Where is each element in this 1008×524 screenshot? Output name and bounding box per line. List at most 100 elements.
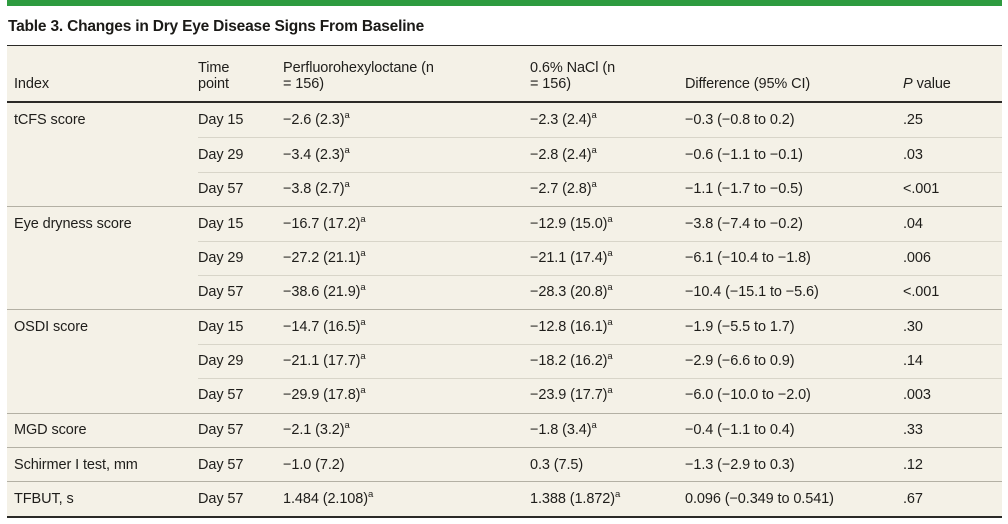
footnote-marker: a — [591, 420, 597, 432]
table-row: Eye dryness score Day 15 −16.7 (17.2)a −… — [7, 206, 1002, 240]
value-text: −2.7 (2.8) — [530, 180, 592, 197]
value-text: −18.2 (16.2) — [530, 352, 608, 369]
footnote-marker: a — [607, 214, 613, 226]
pfh-value-cell: −14.7 (16.5)a — [283, 317, 530, 336]
value-text: −3.8 (2.7) — [283, 180, 345, 197]
value-text: −2.1 (3.2) — [283, 422, 345, 439]
difference-cell: −0.6 (−1.1 to −0.1) — [685, 146, 803, 163]
value-text: −28.3 (20.8) — [530, 284, 608, 301]
table-row: OSDI score Day 15 −14.7 (16.5)a −12.8 (1… — [7, 309, 1002, 343]
table-row: Day 29 −21.1 (17.7)a −18.2 (16.2)a −2.9 … — [7, 343, 1002, 378]
footnote-marker: a — [591, 179, 597, 191]
pfh-value-cell: −16.7 (17.2)a — [283, 215, 530, 232]
table-row: Day 57 −29.9 (17.8)a −23.9 (17.7)a −6.0 … — [7, 378, 1002, 412]
index-cell: Schirmer I test, mm — [14, 456, 138, 473]
time-point-cell: Day 57 — [198, 456, 244, 473]
difference-cell: −1.1 (−1.7 to −0.5) — [685, 180, 803, 197]
table-card: Table 3. Changes in Dry Eye Disease Sign… — [7, 0, 1002, 518]
nacl-value-cell: −1.8 (3.4)a — [530, 420, 685, 439]
time-point-cell: Day 29 — [198, 249, 244, 266]
p-value-cell: .03 — [903, 146, 923, 163]
footnote-marker: a — [344, 144, 350, 156]
value-text: −27.2 (21.1) — [283, 249, 361, 266]
nacl-value-cell: 1.388 (1.872)a — [530, 490, 685, 507]
index-cell: TFBUT, s — [14, 490, 74, 507]
col-header-difference: Difference (95% CI) — [685, 76, 811, 93]
index-cell: tCFS score — [14, 112, 86, 129]
p-value-cell: .67 — [903, 490, 923, 507]
nacl-value-cell: −23.9 (17.7)a — [530, 385, 685, 404]
time-point-cell: Day 15 — [198, 215, 244, 232]
value-text: −2.3 (2.4) — [530, 112, 592, 129]
p-value-cell: .25 — [903, 112, 923, 129]
title-block: Table 3. Changes in Dry Eye Disease Sign… — [7, 6, 1002, 45]
table-header-row: Index Time point Perfluorohexyloctane (n… — [7, 46, 1002, 103]
nacl-value-cell: −12.9 (15.0)a — [530, 214, 685, 232]
col-header-time-point: Time point — [198, 59, 230, 93]
footnote-marker: a — [360, 385, 366, 397]
table-row: Day 57 −3.8 (2.7)a −2.7 (2.8)a −1.1 (−1.… — [7, 171, 1002, 206]
value-text: −2.6 (2.3) — [283, 112, 345, 129]
value-text: −14.7 (16.5) — [283, 319, 361, 336]
pfh-value-cell: −3.4 (2.3)a — [283, 144, 530, 163]
table-row: tCFS score Day 15 −2.6 (2.3)a −2.3 (2.4)… — [7, 103, 1002, 137]
time-point-cell: Day 57 — [198, 422, 244, 439]
p-value-cell: <.001 — [903, 180, 940, 197]
table-row: Schirmer I test, mm Day 57 −1.0 (7.2) 0.… — [7, 446, 1002, 481]
footnote-marker: a — [360, 317, 366, 329]
value-text: −1.8 (3.4) — [530, 422, 592, 439]
data-table: Index Time point Perfluorohexyloctane (n… — [7, 45, 1002, 518]
accent-bar — [7, 0, 1002, 6]
value-text: 1.388 (1.872) — [530, 490, 615, 507]
table-row: Day 57 −38.6 (21.9)a −28.3 (20.8)a −10.4… — [7, 274, 1002, 309]
value-text: −21.1 (17.7) — [283, 352, 361, 369]
nacl-value-cell: −18.2 (16.2)a — [530, 351, 685, 369]
p-value-italic-label: P — [903, 76, 913, 93]
col-header-perfluorohexyloctane: Perfluorohexyloctane (n = 156) — [283, 59, 434, 93]
p-value-cell: .04 — [903, 215, 923, 232]
difference-cell: −2.9 (−6.6 to 0.9) — [685, 352, 795, 369]
pfh-value-cell: −21.1 (17.7)a — [283, 351, 530, 369]
difference-cell: −6.0 (−10.0 to −2.0) — [685, 387, 811, 404]
index-cell: MGD score — [14, 422, 87, 439]
pfh-value-cell: −1.0 (7.2) — [283, 457, 530, 473]
footnote-marker: a — [344, 179, 350, 191]
footnote-marker: a — [344, 420, 350, 432]
pfh-value-cell: −29.9 (17.8)a — [283, 385, 530, 403]
value-text: −3.4 (2.3) — [283, 146, 345, 163]
nacl-value-cell: −2.3 (2.4)a — [530, 111, 685, 129]
col-header-nacl: 0.6% NaCl (n = 156) — [530, 59, 616, 93]
difference-cell: −3.8 (−7.4 to −0.2) — [685, 215, 803, 232]
p-value-cell: .006 — [903, 249, 931, 266]
p-value-cell: .33 — [903, 422, 923, 439]
time-point-cell: Day 15 — [198, 112, 244, 129]
footnote-marker: a — [607, 385, 613, 397]
p-value-cell: .30 — [903, 319, 923, 336]
time-point-cell: Day 15 — [198, 319, 244, 336]
footnote-marker: a — [591, 144, 597, 156]
footnote-marker: a — [607, 247, 613, 259]
p-value-cell: .12 — [903, 456, 923, 473]
footnote-marker: a — [607, 351, 613, 363]
p-value-cell: .14 — [903, 352, 923, 369]
time-point-cell: Day 57 — [198, 387, 244, 404]
footnote-marker: a — [360, 351, 366, 363]
value-text: −12.9 (15.0) — [530, 215, 608, 232]
pfh-value-cell: −3.8 (2.7)a — [283, 179, 530, 197]
nacl-value-cell: −2.8 (2.4)a — [530, 144, 685, 163]
value-text: −23.9 (17.7) — [530, 387, 608, 404]
col-header-index: Index — [14, 76, 49, 93]
table-row: Day 29 −3.4 (2.3)a −2.8 (2.4)a −0.6 (−1.… — [7, 137, 1002, 171]
footnote-marker: a — [607, 282, 613, 294]
pfh-value-cell: −2.6 (2.3)a — [283, 111, 530, 129]
pfh-value-cell: 1.484 (2.108)a — [283, 490, 530, 507]
table-row: TFBUT, s Day 57 1.484 (2.108)a 1.388 (1.… — [7, 481, 1002, 515]
difference-cell: −10.4 (−15.1 to −5.6) — [685, 284, 819, 301]
p-value-cell: .003 — [903, 387, 931, 404]
nacl-value-cell: −12.8 (16.1)a — [530, 318, 685, 335]
difference-cell: −0.3 (−0.8 to 0.2) — [685, 112, 795, 129]
table-row: MGD score Day 57 −2.1 (3.2)a −1.8 (3.4)a… — [7, 412, 1002, 447]
nacl-value-cell: −2.7 (2.8)a — [530, 179, 685, 197]
pfh-value-cell: −27.2 (21.1)a — [283, 249, 530, 266]
